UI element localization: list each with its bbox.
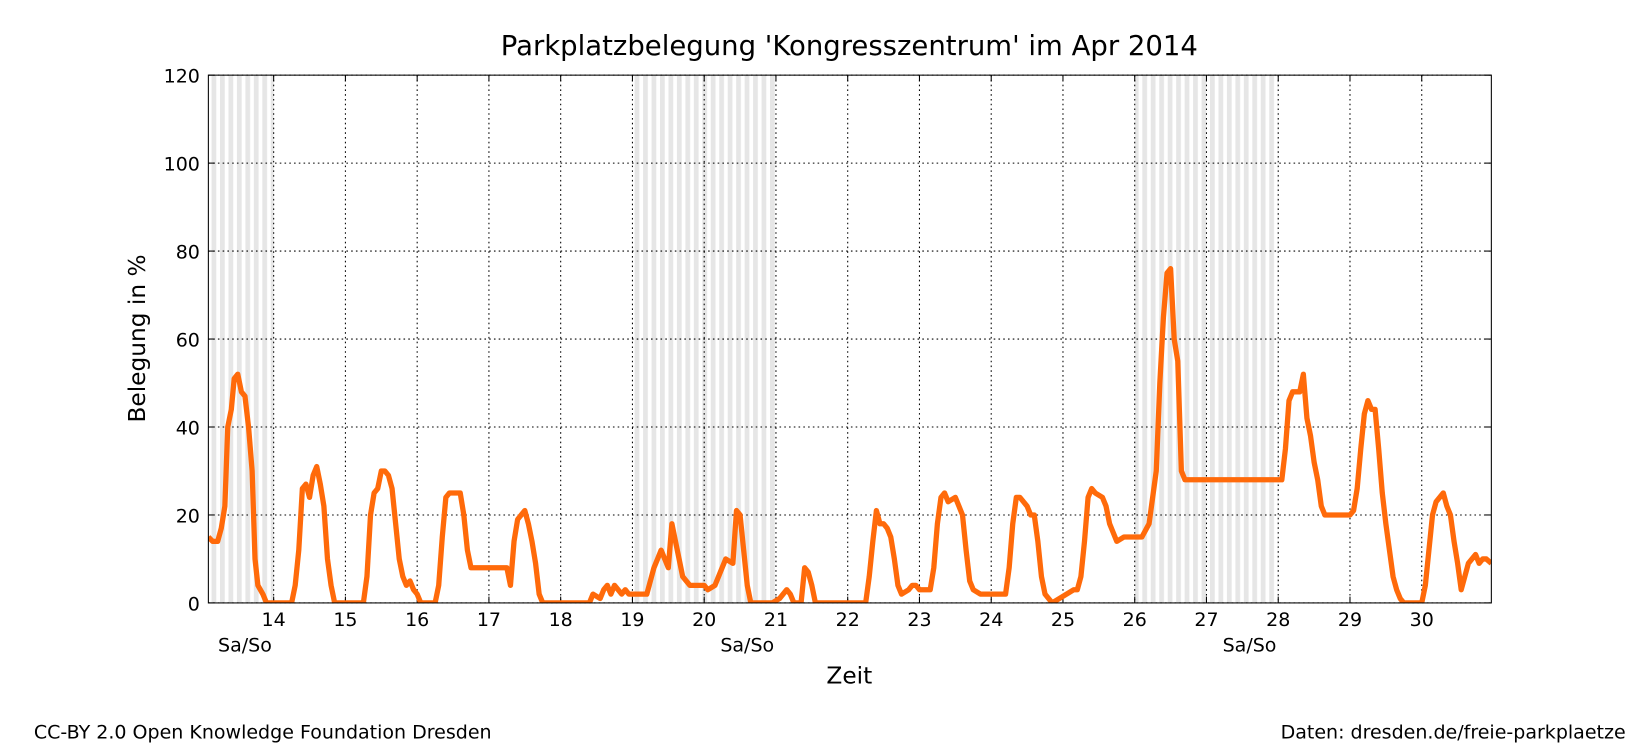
y-axis-label: Belegung in % [124,254,151,422]
x-tick-label: 20 [692,609,716,631]
x-tick-label: 27 [1194,609,1218,631]
x-tick-label: 22 [836,609,860,631]
x-tick-label: 28 [1266,609,1290,631]
x-tick-label: 19 [620,609,644,631]
y-tick-label: 80 [176,241,200,263]
x-axis-label: Zeit [826,662,872,689]
x-tick-label: 29 [1338,609,1362,631]
weekend-label: Sa/So [1223,635,1277,657]
y-tick-label: 0 [188,593,200,615]
weekend-label: Sa/So [720,635,774,657]
x-tick-label: 17 [477,609,501,631]
weekend-label: Sa/So [218,635,272,657]
data-line [208,266,1492,603]
x-tick-label: 26 [1123,609,1147,631]
x-tick-label: 25 [1051,609,1075,631]
x-tick-label: 24 [979,609,1003,631]
source: Daten: dresden.de/freie-parkplaetze [1281,721,1626,743]
x-tick-label: 23 [907,609,931,631]
x-tick-label: 14 [262,609,286,631]
x-tick-label: 30 [1410,609,1434,631]
x-tick-label: 21 [764,609,788,631]
license: CC-BY 2.0 Open Knowledge Foundation Dres… [34,721,492,743]
x-tick-label: 15 [333,609,357,631]
y-tick-label: 60 [176,329,200,351]
chart-title: Parkplatzbelegung 'Kongresszentrum' im A… [501,30,1198,62]
x-tick-label: 16 [405,609,429,631]
y-tick-label: 100 [164,154,200,176]
x-tick-label: 18 [549,609,573,631]
weekend-band [1134,75,1279,603]
y-tick-label: 40 [176,417,200,439]
y-tick-label: 120 [164,66,200,88]
plot-frame [207,74,1492,604]
y-tick-label: 20 [176,505,200,527]
